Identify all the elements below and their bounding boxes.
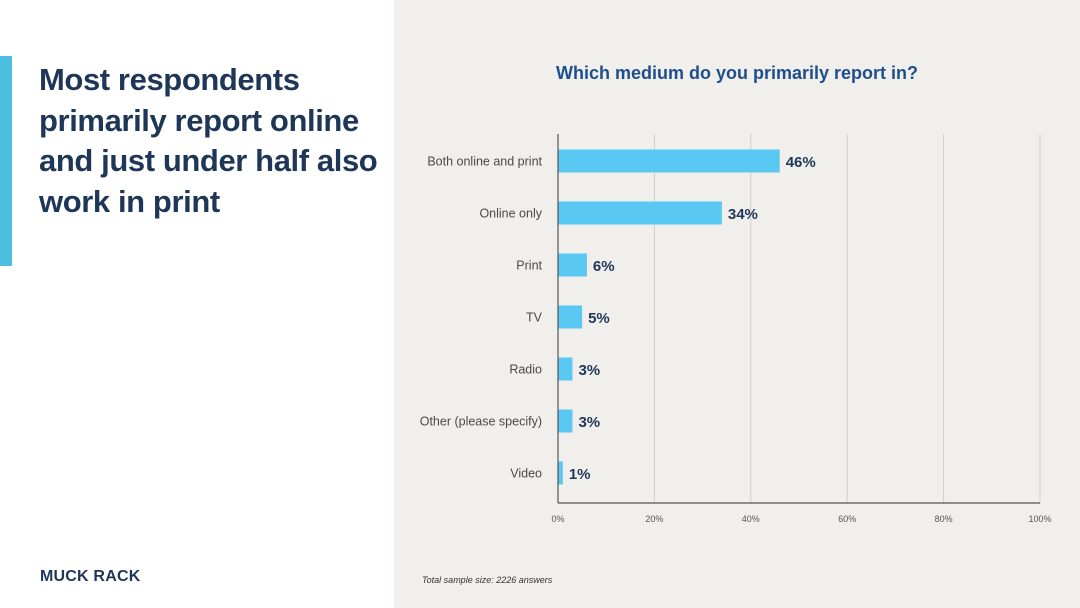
category-label: Video xyxy=(510,467,542,481)
data-label: 1% xyxy=(569,466,591,483)
bar xyxy=(558,357,573,381)
bar xyxy=(558,149,780,173)
category-label: TV xyxy=(526,311,543,325)
footnote: Total sample size: 2226 answers xyxy=(422,575,553,585)
category-label: Radio xyxy=(509,363,542,377)
x-tick-label: 0% xyxy=(551,514,564,524)
category-label: Online only xyxy=(479,207,542,221)
data-label: 6% xyxy=(593,258,615,275)
chart-title: Which medium do you primarily report in? xyxy=(555,63,919,83)
bar xyxy=(558,253,587,277)
data-label: 5% xyxy=(588,310,610,327)
category-label: Print xyxy=(516,259,542,273)
muck-rack-logo: MUCK RACK xyxy=(40,568,141,585)
chart-panel xyxy=(394,0,1080,608)
data-label: 46% xyxy=(786,154,816,171)
data-label: 3% xyxy=(578,362,600,379)
data-label: 34% xyxy=(728,206,758,223)
x-tick-label: 80% xyxy=(935,514,953,524)
bar xyxy=(558,461,563,485)
x-tick-label: 40% xyxy=(742,514,760,524)
x-tick-label: 60% xyxy=(838,514,856,524)
category-label: Other (please specify) xyxy=(420,415,542,429)
x-tick-label: 100% xyxy=(1028,514,1051,524)
bar xyxy=(558,409,573,433)
bar xyxy=(558,305,583,329)
category-label: Both online and print xyxy=(427,155,542,169)
x-tick-label: 20% xyxy=(645,514,663,524)
left-panel: Most respondents primarily report online… xyxy=(0,0,394,608)
data-label: 3% xyxy=(578,414,600,431)
headline: Most respondents primarily report online… xyxy=(39,62,378,219)
bar xyxy=(558,201,722,225)
accent-bar xyxy=(0,56,12,266)
